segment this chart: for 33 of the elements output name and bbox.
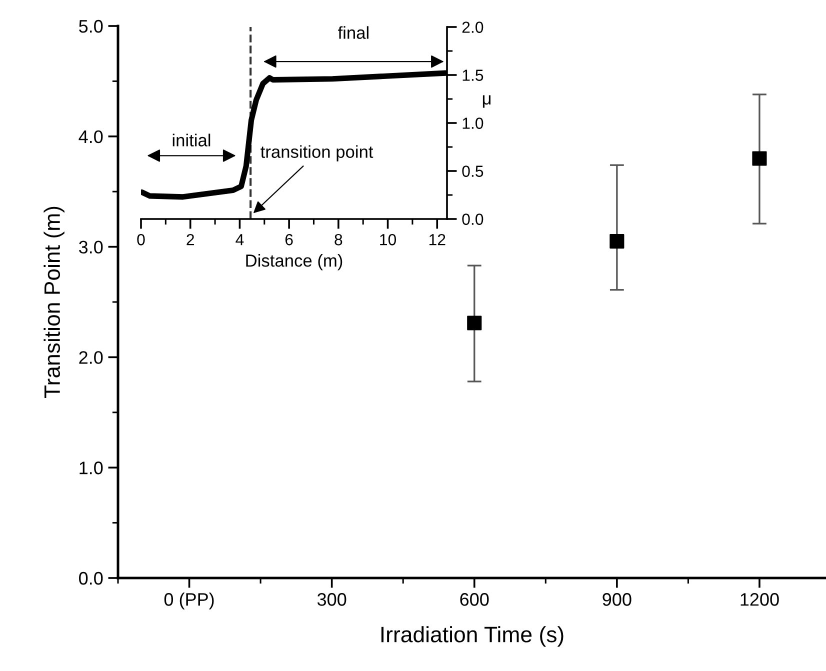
y-tick-label: 3.0	[79, 240, 103, 254]
point	[467, 316, 482, 330]
y2-tick-label: 1.5	[462, 70, 484, 81]
x-tick-label: 0 (PP)	[164, 592, 214, 610]
point	[752, 151, 767, 166]
annotation: initial	[172, 134, 210, 146]
x-tick-label: 600	[460, 593, 489, 606]
y-tick-label: 2.0	[79, 351, 103, 364]
y2-axis-title: μ	[482, 95, 491, 108]
x-tick-label: 6	[285, 234, 293, 246]
y2-tick-label: 0.5	[462, 166, 484, 177]
y-tick-label: 0.0	[79, 572, 103, 585]
y2-tick-label: 1.0	[462, 118, 484, 129]
y2-tick-label: 2.0	[462, 22, 484, 33]
point	[610, 234, 624, 249]
x-axis-title: Irradiation Time (s)	[381, 626, 564, 647]
x-tick-label: 300	[317, 593, 346, 606]
x-axis-title: Distance (m)	[246, 254, 342, 270]
x-tick-label: 10	[380, 234, 396, 246]
annotation: final	[338, 26, 368, 39]
x-tick-label: 1200	[740, 593, 779, 606]
x-tick-label: 2	[186, 234, 194, 246]
x-tick-label: 4	[236, 234, 244, 246]
y-axis-title: Transition Point (m)	[44, 206, 64, 398]
annotation: transition point	[260, 145, 374, 162]
x-tick-label: 12	[429, 234, 446, 246]
x-tick-label: 8	[334, 234, 342, 246]
y-tick-label: 1.0	[80, 462, 103, 474]
y-tick-label: 5.0	[79, 20, 103, 33]
y2-tick-label: 0.0	[462, 214, 484, 225]
x-tick-label: 900	[602, 593, 632, 606]
y-tick-label: 4.0	[78, 130, 103, 144]
x-tick-label: 0	[137, 234, 145, 246]
